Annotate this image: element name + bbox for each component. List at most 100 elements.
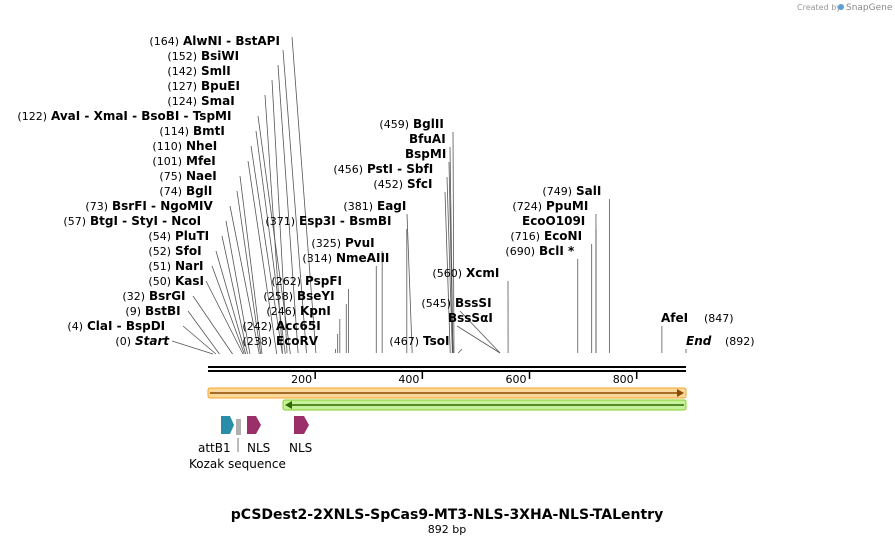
site-position: (724) [512, 200, 542, 213]
site-bfuai[interactable]: BfuAI [409, 132, 446, 146]
site-enzyme-names: AlwNI - BstAPI [183, 34, 280, 48]
site-pvui[interactable]: (325) PvuI [311, 236, 374, 250]
reverse-feature-bar[interactable] [282, 399, 687, 411]
site-position: (152) [167, 50, 197, 63]
site-ppumi[interactable]: (724) PpuMI [512, 199, 588, 213]
feature-nls-2[interactable] [294, 416, 309, 434]
site-enzyme-names: AvaI - XmaI - BsoBI - TspMI [51, 109, 231, 123]
site-xcmi[interactable]: (560) XcmI [432, 266, 499, 280]
site-leader-line [211, 265, 245, 355]
site-alwni[interactable]: (164) AlwNI - BstAPI [149, 34, 280, 48]
site-bglii[interactable]: (459) BglII [379, 117, 443, 131]
site-leader-line [257, 115, 291, 355]
site-position: (52) [148, 245, 171, 258]
site-nari[interactable]: (51) NarI [148, 259, 203, 273]
site-leader-line [456, 325, 501, 354]
restriction-sites: (164) AlwNI - BstAPI(152) BsiWI(142) SmlI(1… [0, 34, 755, 348]
site-leader-line [250, 145, 283, 355]
site-enzyme-names: XcmI [466, 266, 499, 280]
site-mfei[interactable]: (101) MfeI [152, 154, 215, 168]
site-start[interactable]: (0) Start [115, 334, 170, 348]
site-enzyme-names: PpuMI [546, 199, 588, 213]
site-position: (325) [311, 237, 341, 250]
site-leader-line [171, 340, 214, 355]
site-end[interactable]: (892)End [0, 334, 712, 348]
site-afei[interactable]: (847)AfeI [0, 311, 688, 325]
site-btgi[interactable]: (57) BtgI - StyI - NcoI [63, 214, 201, 228]
site-position: (54) [148, 230, 171, 243]
ruler-tick-label: 200 [291, 373, 312, 386]
site-kpni[interactable]: (246) KpnI [266, 304, 331, 318]
site-position: (101) [152, 155, 182, 168]
site-ecoo109i[interactable]: EcoO109I [522, 214, 585, 228]
site-clai[interactable]: (4) ClaI - BspDI [67, 319, 165, 333]
site-sfoi[interactable]: (52) SfoI [148, 244, 201, 258]
site-enzyme-names: PluTI [175, 229, 209, 243]
site-bsssi[interactable]: (545) BssSI [421, 296, 491, 310]
site-position: (242) [242, 320, 272, 333]
site-avai[interactable]: (122) AvaI - XmaI - BsoBI - TspMI [17, 109, 231, 123]
site-econi[interactable]: (716) EcoNI [510, 229, 582, 243]
site-enzyme-names: SalI [576, 184, 601, 198]
site-bseyi[interactable]: (258) BseYI [263, 289, 334, 303]
site-position: (892) [725, 335, 755, 348]
site-enzyme-names: NarI [175, 259, 204, 273]
plasmid-title: pCSDest2-2XNLS-SpCas9-MT3-NLS-3XHA-NLS-T… [231, 507, 663, 523]
site-bspmi[interactable]: BspMI [405, 147, 446, 161]
ruler-tick-label: 400 [398, 373, 419, 386]
site-kasi[interactable]: (50) KasI [148, 274, 204, 288]
site-nmeaiii[interactable]: (314) NmeAIII [302, 251, 389, 265]
sequence-backbone [208, 366, 686, 372]
site-bpuei[interactable]: (127) BpuEI [167, 79, 240, 93]
site-enzyme-names: BglII [413, 117, 444, 131]
site-position: (690) [505, 245, 535, 258]
site-position: (246) [266, 305, 296, 318]
site-position: (32) [122, 290, 145, 303]
site-enzyme-names: EcoRV [276, 334, 319, 348]
site-tsoi[interactable]: (467) TsoI [389, 334, 449, 348]
site-bcli[interactable]: (690) BclI * [505, 244, 575, 258]
site-leader-line [187, 310, 220, 355]
site-bsrgi[interactable]: (32) BsrGI [122, 289, 185, 303]
site-bsiwi[interactable]: (152) BsiWI [167, 49, 239, 63]
site-bstbi[interactable]: (9) BstBI [125, 304, 180, 318]
site-bmti[interactable]: (114) BmtI [159, 124, 224, 138]
site-esp3i[interactable]: (371) Esp3I - BsmBI [265, 214, 391, 228]
plasmid-length: 892 bp [428, 523, 466, 536]
site-smli[interactable]: (142) SmlI [167, 64, 230, 78]
site-eagi[interactable]: (381) EagI [343, 199, 406, 213]
site-leader-line [225, 220, 251, 355]
site-nhei[interactable]: (110) NheI [152, 139, 217, 153]
feature-kozak[interactable] [236, 419, 241, 435]
feature-attb1[interactable] [221, 416, 234, 434]
site-acc65i[interactable]: (242) Acc65I [242, 319, 320, 333]
site-enzyme-names: BglI [186, 184, 212, 198]
site-ecorv[interactable]: (238) EcoRV [242, 334, 318, 348]
arrow-right-icon [677, 389, 684, 397]
site-pspfi[interactable]: (262) PspFI [271, 274, 342, 288]
site-bsssi[interactable]: BssSαI [448, 311, 493, 325]
forward-feature-bar[interactable] [207, 387, 687, 399]
site-sfci[interactable]: (452) SfcI [373, 177, 432, 191]
site-enzyme-names: BssSI [455, 296, 492, 310]
site-bsrfi[interactable]: (73) BsrFI - NgoMIV [85, 199, 213, 213]
site-enzyme-names: EagI [377, 199, 406, 213]
site-smai[interactable]: (124) SmaI [167, 94, 234, 108]
site-bgli[interactable]: (74) BglI [159, 184, 212, 198]
site-leader-line [457, 348, 463, 354]
site-position: (314) [302, 252, 332, 265]
site-enzyme-names: SmlI [201, 64, 231, 78]
site-sali[interactable]: (749) SalI [542, 184, 601, 198]
site-position: (127) [167, 80, 197, 93]
site-enzyme-names: Esp3I - BsmBI [299, 214, 391, 228]
site-pluti[interactable]: (54) PluTI [148, 229, 209, 243]
feature-nls-1[interactable] [247, 416, 261, 434]
site-enzyme-names: BssSαI [448, 311, 493, 325]
site-position: (847) [704, 312, 734, 325]
site-position: (114) [159, 125, 189, 138]
site-psti[interactable]: (456) PstI - SbfI [333, 162, 433, 176]
site-position: (74) [159, 185, 182, 198]
site-leader-line [205, 280, 244, 355]
site-enzyme-names: MfeI [186, 154, 216, 168]
site-naei[interactable]: (75) NaeI [159, 169, 216, 183]
